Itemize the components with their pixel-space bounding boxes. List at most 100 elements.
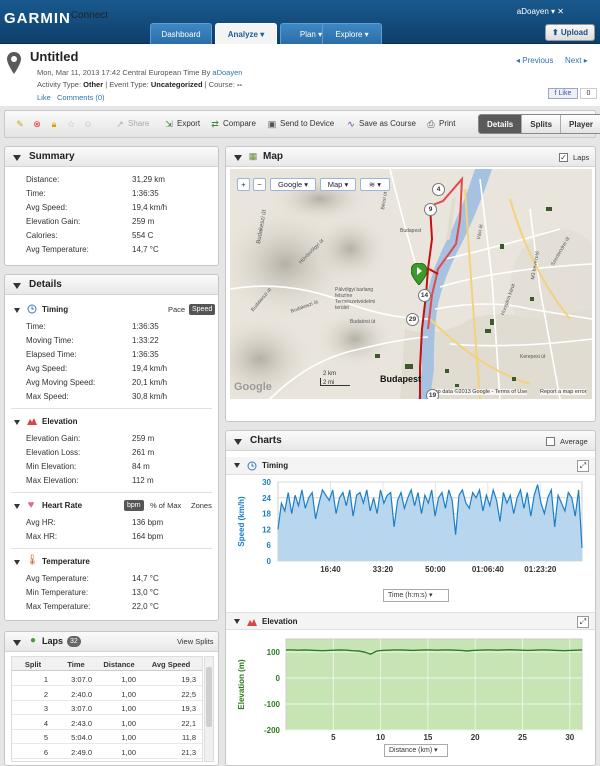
timing-caret-icon[interactable] bbox=[14, 308, 20, 313]
table-row[interactable]: 3 3:07.0 1,00 19,3 bbox=[12, 701, 202, 715]
facebook-like-button[interactable]: f Like bbox=[548, 88, 578, 99]
view-player-button[interactable]: Player bbox=[560, 115, 600, 133]
table-row[interactable]: 2 2:40.0 1,00 22,5 bbox=[12, 687, 202, 701]
event-type-value[interactable]: Uncategorized bbox=[150, 80, 203, 89]
view-splits-link[interactable]: View Splits bbox=[177, 637, 214, 646]
pace-toggle[interactable]: Pace bbox=[168, 305, 186, 314]
brand-product: Connect bbox=[70, 10, 109, 21]
elevation-chart-header[interactable]: Elevation ⤢ bbox=[226, 612, 595, 630]
column-header[interactable]: Distance bbox=[103, 660, 135, 669]
charts-header[interactable]: Charts Average bbox=[226, 431, 595, 451]
favorite-icon[interactable]: ☆ bbox=[66, 119, 76, 129]
map-header[interactable]: ▦ Map ✓ Laps bbox=[226, 147, 595, 167]
stat-label: Avg HR: bbox=[26, 518, 56, 527]
map-canvas[interactable]: Budakeszi út Budapest Budapest Pálvölgyi b… bbox=[230, 169, 592, 399]
share-button[interactable]: Share bbox=[128, 119, 150, 128]
percent-max-toggle[interactable]: % of Max bbox=[150, 501, 182, 510]
temperature-title: Temperature bbox=[42, 557, 90, 566]
map-attribution[interactable]: Map data ©2013 Google - Terms of Use bbox=[430, 389, 528, 395]
comments-link[interactable]: Comments (0) bbox=[57, 93, 105, 102]
zoom-in-button[interactable]: + bbox=[237, 178, 250, 191]
activity-type-value[interactable]: Other bbox=[83, 80, 104, 89]
elevation-chart[interactable]: 5 10 15 20 25 30 -200 -100 0 100 Elevation (m) bbox=[230, 633, 590, 745]
charts-title: Charts bbox=[250, 435, 282, 446]
course-value[interactable]: -- bbox=[237, 80, 243, 89]
tab-dashboard[interactable]: Dashboard bbox=[150, 23, 212, 44]
view-splits-button[interactable]: Splits bbox=[521, 115, 561, 133]
table-cell: 5:04.0 bbox=[71, 733, 92, 742]
layers-button[interactable]: ≋ ▾ bbox=[360, 178, 390, 191]
send-to-device-button[interactable]: Send to Device bbox=[280, 119, 335, 128]
upload-button[interactable]: ⬆ Upload bbox=[545, 24, 595, 41]
speed-toggle[interactable]: Speed bbox=[189, 304, 216, 315]
table-row[interactable]: 6 2:49.0 1,00 21,3 bbox=[12, 745, 202, 759]
tab-label: Explore bbox=[335, 30, 363, 39]
charts-panel: Charts Average Timing ⤢ 0 6 12 18 24 30 16:40 3… bbox=[225, 430, 596, 766]
map-type-select[interactable]: Map ▾ bbox=[320, 178, 356, 191]
next-link[interactable]: Next ▸ bbox=[565, 56, 588, 65]
zoom-out-button[interactable]: − bbox=[253, 178, 266, 191]
details-header[interactable]: Details bbox=[5, 275, 218, 295]
tab-label: Dashboard bbox=[161, 30, 201, 39]
laps-flag-icon: ● bbox=[29, 635, 37, 646]
google-layer-select[interactable]: Google ▾ bbox=[270, 178, 316, 191]
lap-marker[interactable]: 19 bbox=[426, 389, 439, 399]
average-checkbox[interactable] bbox=[546, 437, 555, 446]
previous-label: Previous bbox=[522, 56, 554, 65]
delete-icon[interactable]: ⊗ bbox=[33, 119, 41, 129]
edit-icon[interactable]: ✎ bbox=[16, 119, 24, 129]
lap-marker[interactable]: 14 bbox=[418, 289, 431, 302]
stat-label: Elapsed Time: bbox=[26, 350, 77, 359]
author-link[interactable]: aDoayen bbox=[212, 68, 243, 77]
user-menu[interactable]: aDoayen ▾ ✕ bbox=[517, 7, 564, 16]
timing-chart-header[interactable]: Timing ⤢ bbox=[226, 457, 595, 475]
speed-chart[interactable]: 0 6 12 18 24 30 16:40 33:20 50:00 01:06:40 01:23:2… bbox=[230, 478, 590, 606]
table-row[interactable]: 5 5:04.0 1,00 11,8 bbox=[12, 730, 202, 744]
lock-icon[interactable]: 🔒︎ bbox=[51, 119, 57, 129]
tab-explore[interactable]: Explore ▾ bbox=[322, 23, 382, 44]
collapse-caret-icon bbox=[13, 283, 21, 289]
table-row[interactable]: 4 2:43.0 1,00 22,1 bbox=[12, 716, 202, 730]
start-marker-icon[interactable] bbox=[411, 263, 427, 285]
timing-x-axis-select[interactable]: Time (h:m:s) ▾ bbox=[383, 589, 449, 602]
column-header[interactable]: Split bbox=[24, 660, 42, 669]
expand-icon[interactable]: ⤢ bbox=[577, 460, 589, 472]
expand-icon[interactable]: ⤢ bbox=[577, 616, 589, 628]
scroll-thumb[interactable] bbox=[206, 667, 212, 727]
heart-rate-caret-icon[interactable] bbox=[14, 504, 20, 509]
elevation-x-axis-select[interactable]: Distance (km) ▾ bbox=[384, 744, 448, 757]
laps-scrollbar[interactable] bbox=[204, 656, 214, 762]
stat-label: Max Temperature: bbox=[26, 602, 91, 611]
report-map-error-link[interactable]: Report a map error bbox=[540, 389, 587, 395]
compare-button[interactable]: Compare bbox=[223, 119, 256, 128]
zones-toggle[interactable]: Zones bbox=[191, 501, 212, 510]
stat-label: Min Elevation: bbox=[26, 462, 77, 471]
laps-header[interactable]: ● Laps 32 View Splits bbox=[5, 632, 218, 652]
temperature-caret-icon[interactable] bbox=[14, 560, 20, 565]
view-details-button[interactable]: Details bbox=[479, 115, 522, 133]
elevation-caret-icon[interactable] bbox=[14, 420, 20, 425]
lap-marker[interactable]: 4 bbox=[432, 183, 445, 196]
map-place-label: Pálvölgyi barlang felszíne Természetvéde… bbox=[335, 287, 376, 311]
activity-title[interactable]: Untitled bbox=[30, 49, 79, 64]
tab-analyze[interactable]: Analyze ▾ bbox=[215, 23, 277, 44]
print-button[interactable]: Print bbox=[439, 119, 456, 128]
elevation-icon bbox=[247, 619, 257, 626]
previous-link[interactable]: ◂ Previous bbox=[516, 56, 553, 65]
garmin-logo[interactable]: GARMIN Connect bbox=[4, 10, 108, 27]
bpm-toggle[interactable]: bpm bbox=[124, 500, 144, 511]
summary-header[interactable]: Summary bbox=[5, 147, 218, 167]
laps-checkbox[interactable]: ✓ bbox=[559, 153, 568, 162]
column-header[interactable]: Avg Speed bbox=[151, 660, 191, 669]
like-link[interactable]: Like bbox=[37, 93, 51, 102]
save-as-course-button[interactable]: Save as Course bbox=[359, 119, 416, 128]
people-icon[interactable]: ☺ bbox=[83, 119, 93, 129]
google-logo[interactable]: Google bbox=[234, 381, 272, 393]
lap-marker[interactable]: 9 bbox=[424, 203, 437, 216]
lap-marker[interactable]: 29 bbox=[406, 313, 419, 326]
column-header[interactable]: Time bbox=[67, 660, 85, 669]
tab-label: Analyze bbox=[227, 30, 258, 39]
export-icon: ⇲ bbox=[165, 119, 173, 129]
export-button[interactable]: Export bbox=[177, 119, 201, 128]
table-row[interactable]: 1 3:07.0 1,00 19,3 bbox=[12, 672, 202, 686]
